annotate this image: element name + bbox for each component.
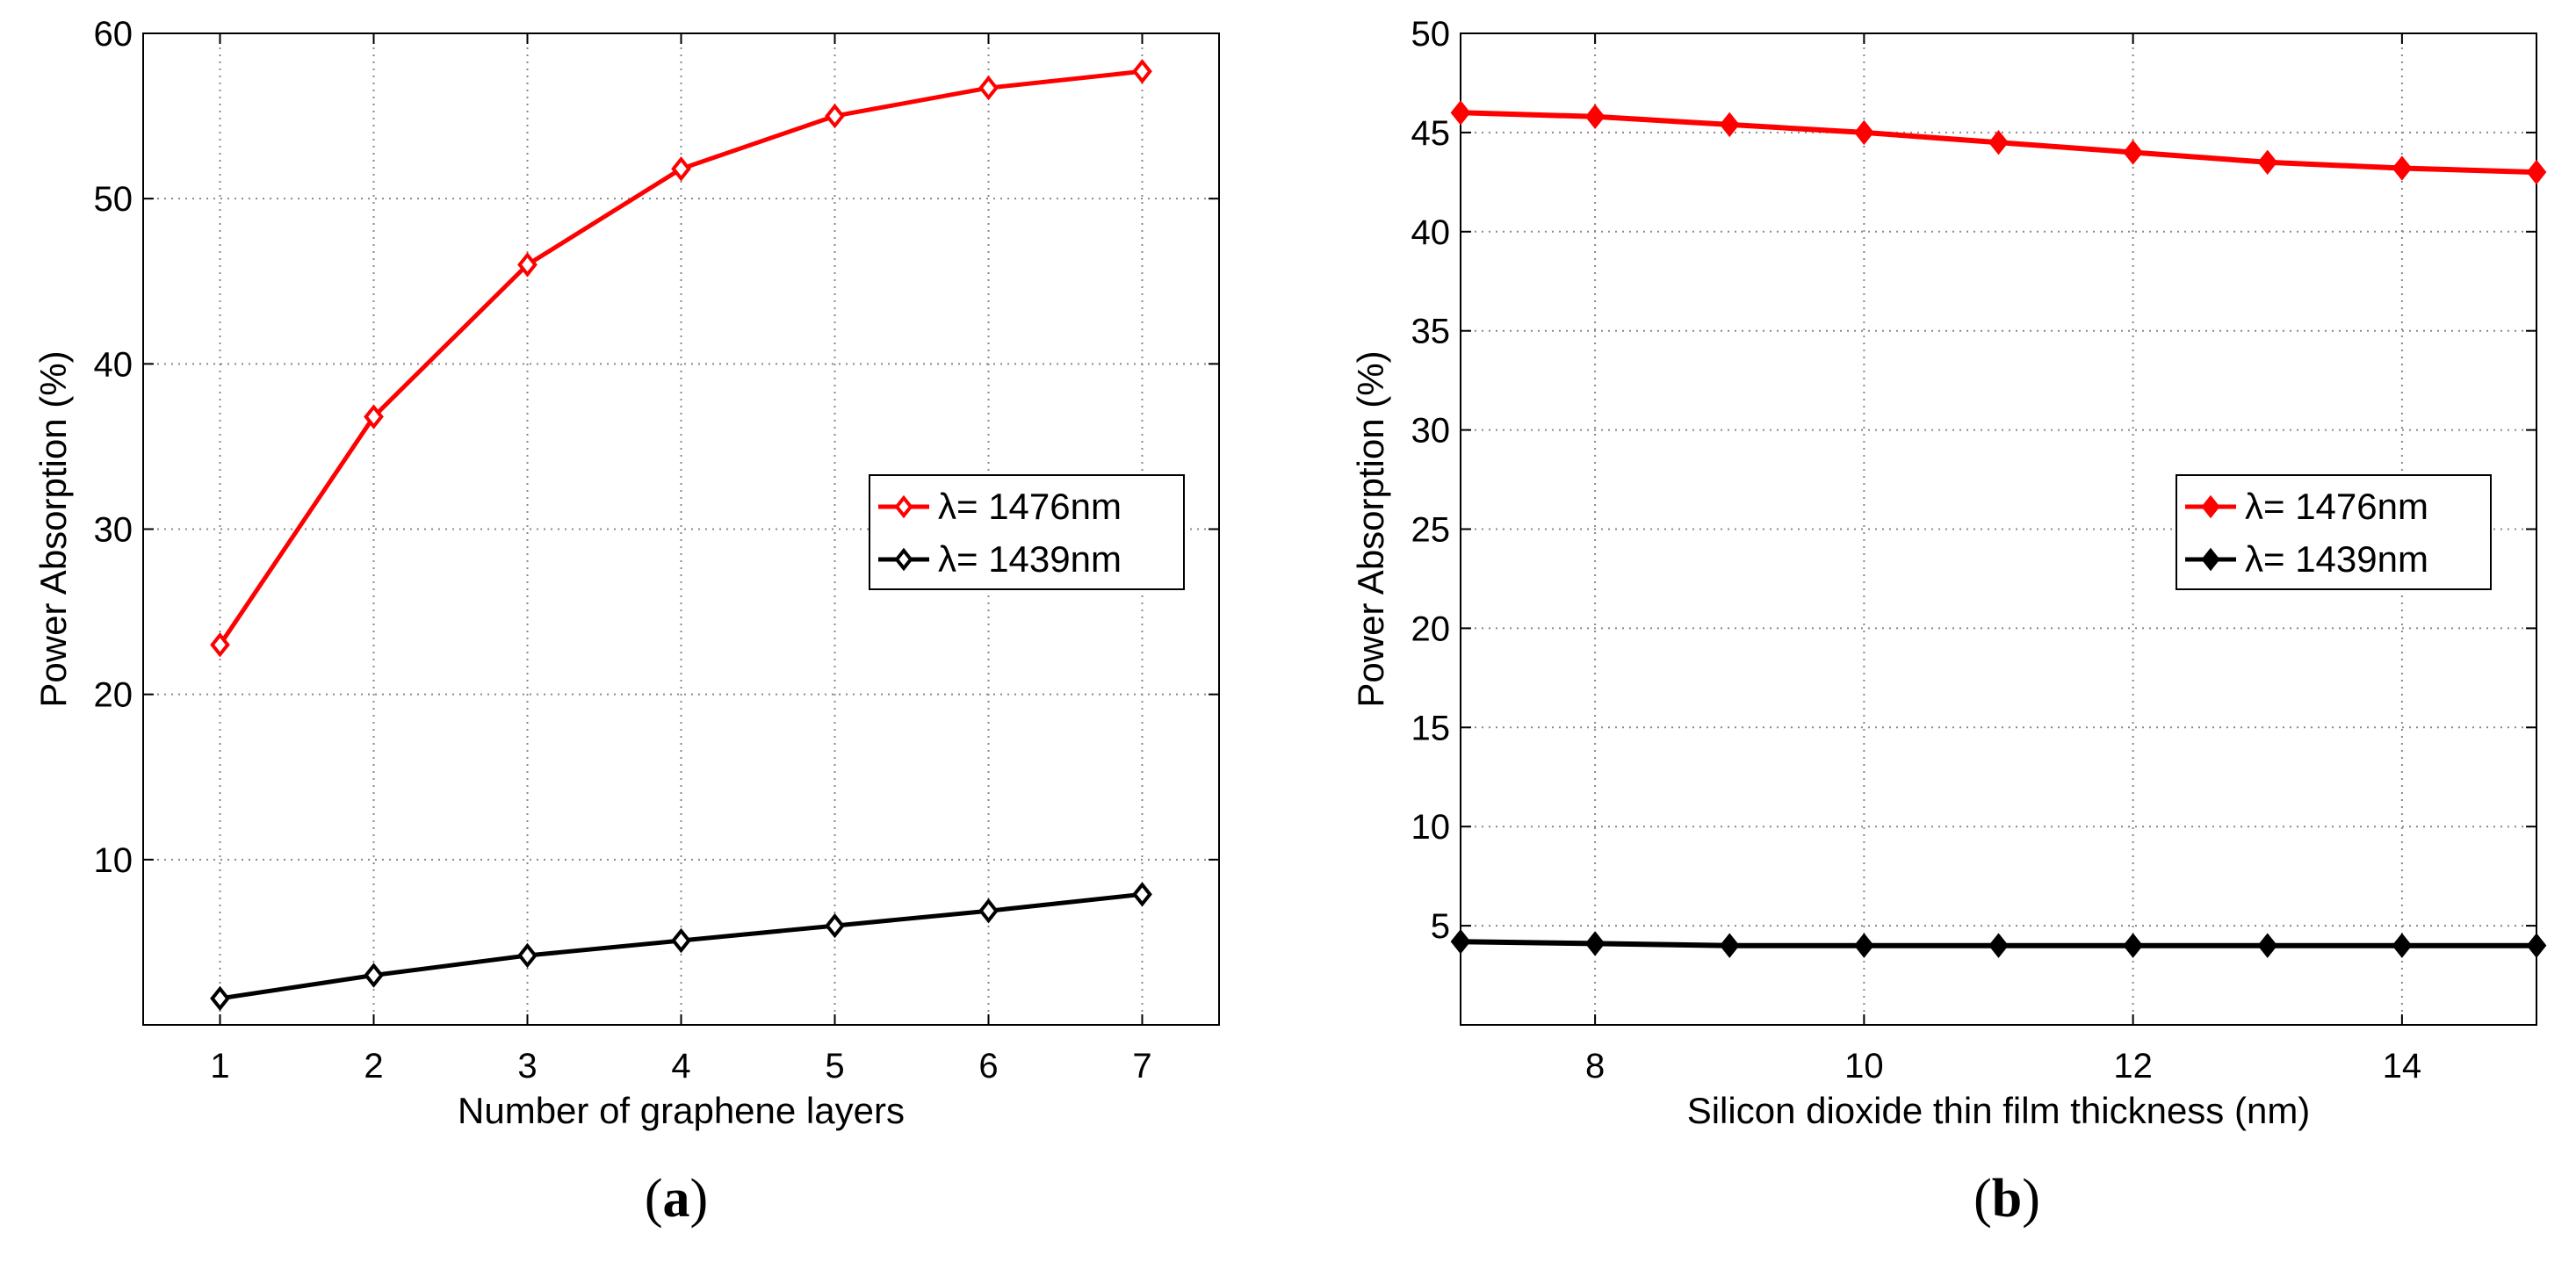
y-tick-label: 40 bbox=[1411, 213, 1451, 252]
data-point bbox=[1584, 931, 1605, 956]
x-tick-label: 2 bbox=[364, 1047, 383, 1085]
x-tick-label: 8 bbox=[1585, 1047, 1605, 1085]
y-axis-label: Power Absorption (%) bbox=[32, 350, 74, 707]
x-tick-label: 7 bbox=[1132, 1047, 1151, 1085]
data-point bbox=[2257, 933, 2278, 958]
data-point bbox=[2392, 155, 2413, 181]
y-tick-label: 15 bbox=[1411, 709, 1451, 747]
data-point bbox=[1854, 119, 1874, 146]
x-axis-label: Silicon dioxide thin film thickness (nm) bbox=[1687, 1090, 2311, 1131]
data-point bbox=[364, 404, 384, 429]
data-point bbox=[1719, 112, 1740, 138]
data-point bbox=[2526, 159, 2547, 185]
data-point bbox=[517, 252, 538, 278]
legend-marker bbox=[894, 547, 913, 572]
data-point bbox=[825, 103, 845, 129]
legend-entry: λ= 1476nm bbox=[938, 486, 1122, 527]
legend: λ= 1476nm λ= 1439nm bbox=[869, 474, 1185, 590]
y-tick-label: 40 bbox=[94, 345, 133, 384]
y-tick-label: 5 bbox=[1431, 907, 1450, 946]
legend-marker bbox=[2201, 494, 2220, 519]
caption-letter: a bbox=[663, 1169, 690, 1229]
panel-caption: (a) bbox=[645, 1169, 708, 1229]
x-axis-label: Number of graphene layers bbox=[458, 1090, 905, 1131]
data-point bbox=[1988, 933, 2009, 958]
y-tick-label: 20 bbox=[1411, 609, 1451, 648]
legend-entry: λ= 1476nm bbox=[2245, 486, 2428, 527]
legend-entry: λ= 1439nm bbox=[2245, 538, 2428, 580]
caption-close-paren: ) bbox=[690, 1169, 709, 1229]
data-point bbox=[1450, 100, 1471, 126]
data-point bbox=[210, 632, 230, 658]
chart-panel-b: 8 10 12 14 5 10 15 20 25 30 35 40 45 50 Silicon dioxid… bbox=[1350, 15, 2547, 1229]
data-point bbox=[1450, 928, 1471, 955]
x-tick-label: 4 bbox=[671, 1047, 690, 1085]
data-point bbox=[1988, 129, 2009, 155]
y-tick-label: 30 bbox=[1411, 412, 1451, 451]
caption-open-paren: ( bbox=[645, 1169, 663, 1229]
x-tick-label: 3 bbox=[517, 1047, 537, 1085]
y-tick-label: 25 bbox=[1411, 511, 1451, 550]
series-red bbox=[210, 59, 1152, 658]
data-point bbox=[825, 912, 845, 939]
data-point bbox=[978, 898, 999, 924]
data-point bbox=[671, 927, 691, 954]
data-point bbox=[2123, 933, 2143, 958]
x-tick-label: 1 bbox=[210, 1047, 229, 1085]
y-tick-label: 30 bbox=[94, 511, 133, 550]
data-point bbox=[2392, 933, 2413, 958]
caption-letter: b bbox=[1992, 1169, 2022, 1229]
data-point bbox=[978, 75, 999, 101]
y-tick-label: 60 bbox=[94, 15, 133, 54]
legend: λ= 1476nm λ= 1439nm bbox=[2176, 474, 2492, 590]
y-tick-label: 10 bbox=[1411, 808, 1451, 847]
data-point bbox=[2123, 140, 2143, 165]
series-black bbox=[210, 882, 1152, 1012]
y-tick-label: 10 bbox=[94, 841, 133, 880]
legend-box bbox=[2176, 474, 2492, 590]
series-red bbox=[1450, 100, 2547, 185]
data-point bbox=[671, 156, 691, 182]
x-tick-label: 10 bbox=[1844, 1047, 1884, 1085]
legend-entry: λ= 1439nm bbox=[938, 538, 1122, 580]
data-point bbox=[1132, 882, 1152, 907]
x-tick-label: 6 bbox=[978, 1047, 998, 1085]
data-point bbox=[1719, 933, 1740, 958]
y-tick-label: 20 bbox=[94, 676, 133, 715]
legend-marker bbox=[894, 494, 913, 519]
series-black bbox=[1450, 928, 2547, 958]
data-point bbox=[210, 985, 230, 1012]
y-tick-label: 50 bbox=[94, 180, 133, 219]
y-tick-label: 35 bbox=[1411, 313, 1451, 351]
data-point bbox=[364, 963, 384, 988]
data-point bbox=[2526, 933, 2547, 958]
data-point bbox=[2257, 149, 2278, 175]
chart-panel-a: 1 2 3 4 5 6 7 10 20 30 40 50 60 Number of graphene la… bbox=[32, 15, 1220, 1229]
data-point bbox=[1584, 104, 1605, 130]
caption-open-paren: ( bbox=[1973, 1169, 1992, 1229]
y-tick-label: 45 bbox=[1411, 114, 1451, 153]
x-tick-label: 12 bbox=[2113, 1047, 2153, 1085]
legend-marker bbox=[2201, 547, 2220, 572]
x-tick-label: 5 bbox=[825, 1047, 844, 1085]
legend-box bbox=[869, 474, 1185, 590]
data-point bbox=[1854, 933, 1874, 958]
x-tick-label: 14 bbox=[2383, 1047, 2422, 1085]
y-axis-label: Power Absorption (%) bbox=[1350, 350, 1391, 707]
y-tick-label: 50 bbox=[1411, 15, 1451, 54]
panel-caption: (b) bbox=[1973, 1169, 2040, 1229]
caption-close-paren: ) bbox=[2022, 1169, 2040, 1229]
data-point bbox=[517, 942, 538, 969]
data-point bbox=[1132, 59, 1152, 84]
